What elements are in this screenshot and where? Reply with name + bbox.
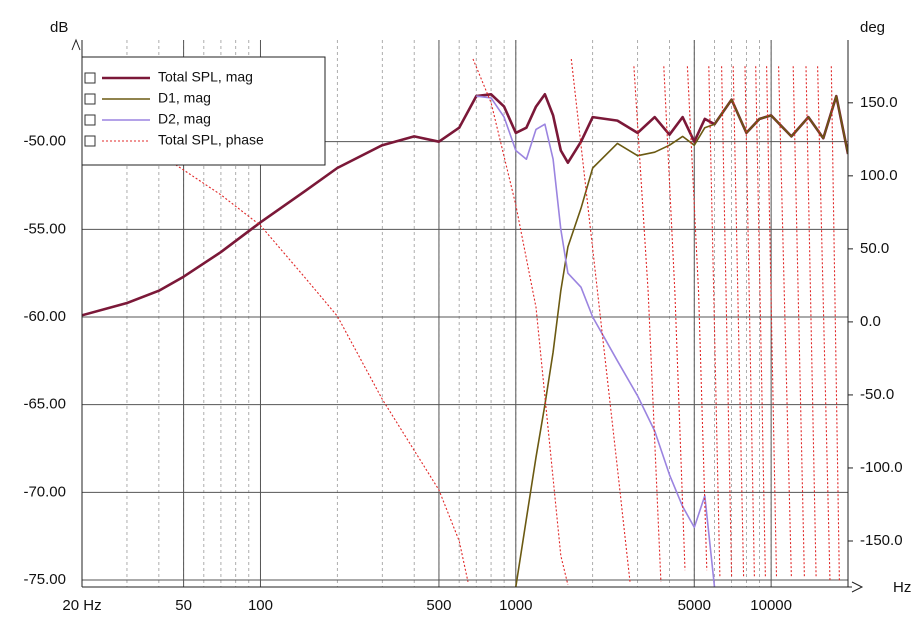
y2-axis-label: deg — [860, 19, 885, 36]
y2-tick-label: -150.0 — [860, 532, 903, 549]
y2-tick-label: -100.0 — [860, 459, 903, 476]
series-line — [158, 58, 840, 585]
legend-checkbox[interactable] — [84, 72, 96, 84]
y-tick-label: -70.00 — [23, 483, 66, 500]
x-tick-label: 500 — [426, 597, 451, 614]
legend: Total SPL, mag D1, mag D2, mag Total SPL, p… — [81, 56, 326, 166]
x-tick-label: 20 Hz — [62, 597, 101, 614]
y-axis-label: dB — [50, 19, 68, 36]
y-tick-label: -60.00 — [23, 308, 66, 325]
x-tick-label: 1000 — [499, 597, 532, 614]
axis-arrow — [71, 38, 81, 51]
y-tick-label: -55.00 — [23, 220, 66, 237]
legend-checkbox[interactable] — [84, 93, 96, 105]
series-line — [476, 95, 716, 587]
x-tick-label: 100 — [248, 597, 273, 614]
y-tick-label: -65.00 — [23, 396, 66, 413]
legend-label: Total SPL, mag — [158, 69, 253, 85]
legend-label: D1, mag — [158, 90, 211, 106]
legend-box — [81, 56, 326, 166]
y-tick-label: -75.00 — [23, 571, 66, 588]
series-line — [515, 95, 848, 587]
x-tick-label: 10000 — [750, 597, 792, 614]
legend-checkbox[interactable] — [84, 135, 96, 147]
legend-label: D2, mag — [158, 111, 211, 127]
legend-checkbox[interactable] — [84, 114, 96, 126]
y2-tick-label: 100.0 — [860, 167, 898, 184]
plot-area — [82, 58, 848, 587]
x-tick-label: 5000 — [678, 597, 711, 614]
y2-tick-label: 0.0 — [860, 313, 881, 330]
y2-tick-label: -50.0 — [860, 386, 894, 403]
x-tick-label: 50 — [175, 597, 192, 614]
x-axis-label: Hz — [893, 579, 911, 596]
y-tick-label: -50.00 — [23, 133, 66, 150]
axis-arrow — [851, 581, 864, 593]
y2-tick-label: 150.0 — [860, 94, 898, 111]
legend-label: Total SPL, phase — [158, 132, 264, 148]
y2-tick-label: 50.0 — [860, 240, 889, 257]
